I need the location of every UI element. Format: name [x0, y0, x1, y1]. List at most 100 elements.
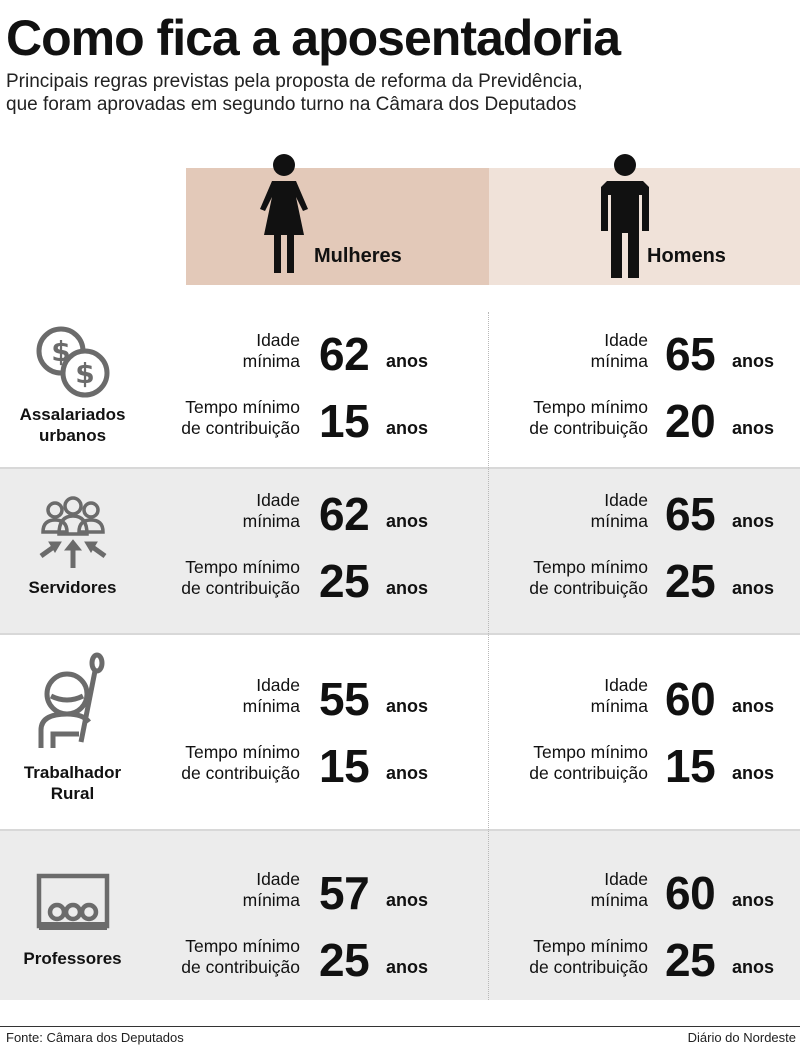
unit-label: anos	[732, 890, 775, 910]
idade-label-line: mínima	[590, 511, 648, 531]
idade-label-line: mínima	[590, 351, 648, 371]
tempo-label-line: Tempo mínimo	[533, 936, 648, 956]
idade-label-line: Idade	[256, 330, 300, 350]
men-column-header: Homens	[489, 154, 800, 285]
tempo-label-line: Tempo mínimo	[185, 742, 300, 762]
women-tempo-value: 15	[319, 395, 370, 447]
source-credit: Fonte: Câmara dos Deputados	[6, 1030, 184, 1045]
divider	[0, 633, 800, 635]
idade-label-line: mínima	[242, 351, 300, 371]
tempo-label: Tempo mínimo de contribuição	[529, 742, 648, 784]
tempo-label-line: de contribuição	[181, 763, 300, 783]
subtitle-line-2: que foram aprovadas em segundo turno na …	[6, 94, 577, 115]
idade-label-line: Idade	[256, 869, 300, 889]
idade-label: Idade mínima	[243, 490, 300, 532]
farmer-icon	[38, 652, 104, 748]
category-trabalhador-rural: Trabalhador Rural	[0, 652, 145, 804]
unit-label: anos	[386, 578, 429, 598]
unit-label: anos	[732, 696, 775, 716]
tempo-label-line: Tempo mínimo	[185, 397, 300, 417]
unit-label: anos	[386, 696, 429, 716]
tempo-label-line: Tempo mínimo	[533, 397, 648, 417]
man-icon	[601, 154, 649, 278]
professores-section-bg	[0, 831, 800, 1000]
unit-label: anos	[732, 418, 775, 438]
column-divider	[488, 312, 489, 1000]
servidores-section-bg	[0, 469, 800, 633]
men-label: Homens	[647, 245, 726, 267]
idade-label-line: Idade	[256, 490, 300, 510]
men-tempo-value: 15	[665, 740, 716, 792]
idade-label: Idade mínima	[591, 869, 648, 911]
women-idade-value: 55	[319, 673, 370, 725]
women-label: Mulheres	[314, 245, 402, 267]
svg-text:$: $	[75, 357, 94, 390]
men-tempo-value: 20	[665, 395, 716, 447]
category-name: urbanos	[38, 426, 107, 445]
unit-label: anos	[386, 890, 429, 910]
tempo-label-line: Tempo mínimo	[533, 557, 648, 577]
category-name: Professores	[23, 949, 122, 968]
tempo-label-line: Tempo mínimo	[185, 557, 300, 577]
page-subtitle: Principais regras previstas pela propost…	[6, 70, 786, 116]
tempo-label: Tempo mínimo de contribuição	[181, 742, 300, 784]
coins-icon: $ $	[36, 326, 109, 398]
tempo-label-line: de contribuição	[529, 578, 648, 598]
tempo-label-line: de contribuição	[181, 418, 300, 438]
tempo-label-line: Tempo mínimo	[185, 936, 300, 956]
unit-label: anos	[386, 418, 429, 438]
women-idade-value: 62	[319, 328, 370, 380]
category-name: Servidores	[28, 578, 117, 597]
idade-label: Idade mínima	[591, 490, 648, 532]
idade-label: Idade mínima	[243, 869, 300, 911]
men-tempo-value: 25	[665, 555, 716, 607]
men-idade-value: 60	[665, 867, 716, 919]
idade-label-line: mínima	[590, 696, 648, 716]
tempo-label: Tempo mínimo de contribuição	[181, 397, 300, 439]
unit-label: anos	[386, 511, 429, 531]
idade-label: Idade mínima	[591, 675, 648, 717]
unit-label: anos	[732, 351, 775, 371]
idade-label-line: Idade	[604, 490, 648, 510]
tempo-label-line: de contribuição	[181, 957, 300, 977]
unit-label: anos	[732, 511, 775, 531]
tempo-label-line: Tempo mínimo	[533, 742, 648, 762]
women-tempo-value: 15	[319, 740, 370, 792]
tempo-label-line: de contribuição	[529, 763, 648, 783]
idade-label-line: Idade	[604, 869, 648, 889]
idade-label-line: mínima	[590, 890, 648, 910]
idade-label-line: Idade	[604, 330, 648, 350]
category-servidores: Servidores	[0, 494, 145, 598]
women-tempo-value: 25	[319, 555, 370, 607]
unit-label: anos	[386, 957, 429, 977]
category-name: Trabalhador	[23, 763, 122, 782]
idade-label-line: mínima	[242, 511, 300, 531]
divider	[0, 467, 800, 469]
idade-label: Idade mínima	[591, 330, 648, 372]
tempo-label-line: de contribuição	[529, 418, 648, 438]
women-idade-value: 57	[319, 867, 370, 919]
tempo-label: Tempo mínimo de contribuição	[181, 557, 300, 599]
men-idade-value: 65	[665, 488, 716, 540]
idade-label-line: Idade	[604, 675, 648, 695]
publisher-credit: Diário do Nordeste	[687, 1030, 796, 1045]
women-idade-value: 62	[319, 488, 370, 540]
subtitle-line-1: Principais regras previstas pela propost…	[6, 71, 583, 92]
men-idade-value: 65	[665, 328, 716, 380]
unit-label: anos	[386, 351, 429, 371]
divider	[0, 829, 800, 831]
category-assalariados: $ $ Assalariados urbanos	[0, 325, 145, 446]
group-people-icon	[39, 496, 106, 568]
idade-label-line: mínima	[242, 696, 300, 716]
tempo-label-line: de contribuição	[181, 578, 300, 598]
page-title: Como fica a aposentadoria	[6, 10, 621, 66]
category-professores: Professores	[0, 872, 145, 969]
woman-icon	[260, 154, 308, 273]
unit-label: anos	[732, 578, 775, 598]
women-column-header: Mulheres	[186, 154, 489, 285]
category-name: Assalariados	[19, 405, 126, 424]
women-tempo-value: 25	[319, 934, 370, 986]
unit-label: anos	[386, 763, 429, 783]
tempo-label-line: de contribuição	[529, 957, 648, 977]
unit-label: anos	[732, 957, 775, 977]
